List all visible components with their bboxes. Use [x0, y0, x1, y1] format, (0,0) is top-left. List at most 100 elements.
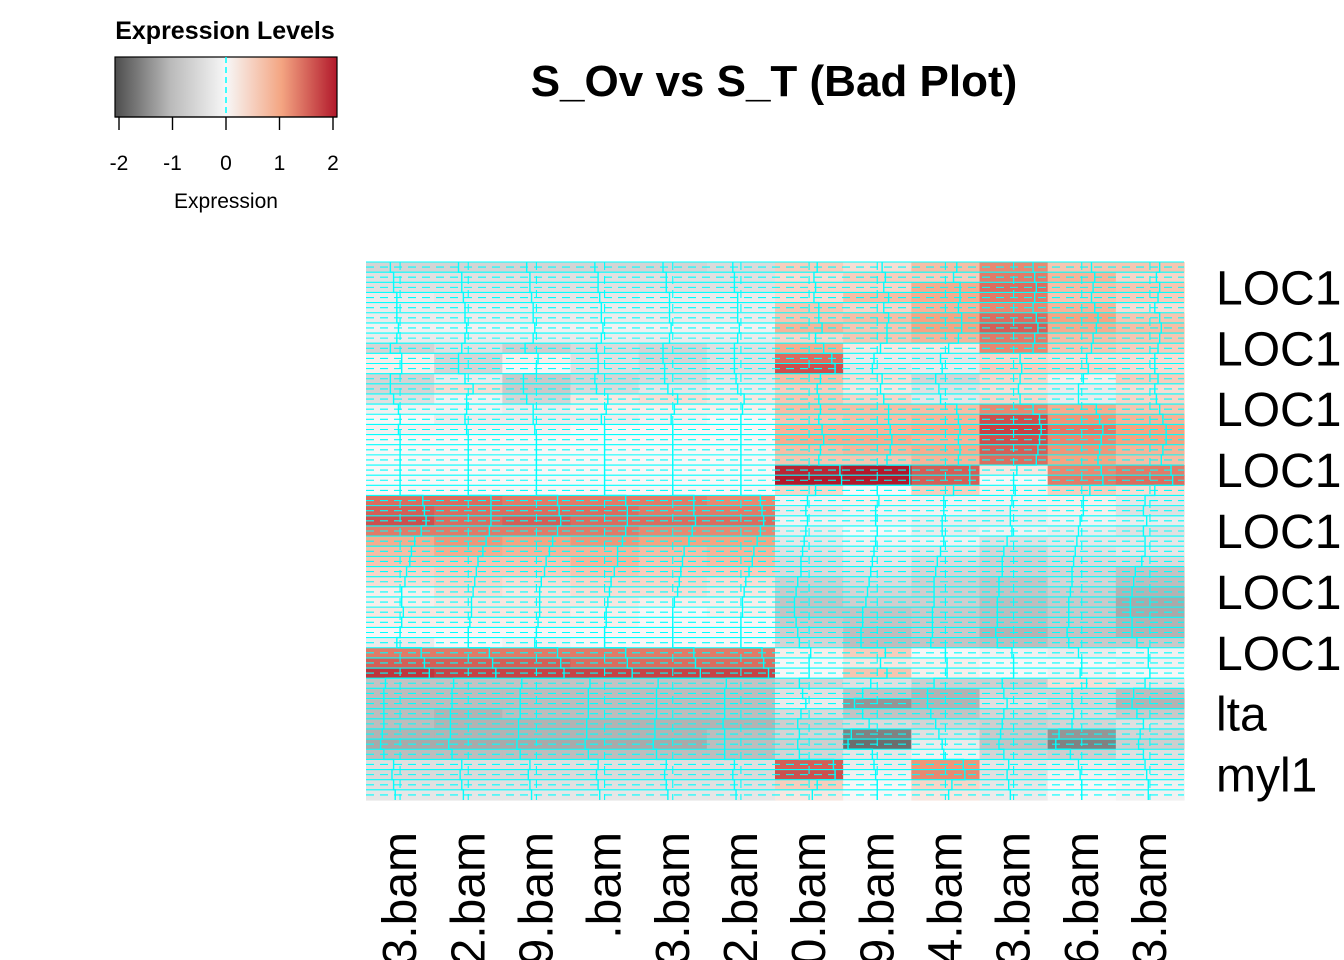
heatmap-cell [706, 728, 776, 740]
heatmap-cell [638, 647, 708, 659]
heatmap-cell [706, 759, 776, 771]
heatmap-cell [638, 363, 708, 375]
column-label: 9.bam [510, 832, 563, 960]
heatmap-cell [706, 505, 776, 517]
heatmap-cell [775, 505, 844, 517]
heatmap-cell [638, 505, 708, 517]
heatmap-cell [775, 424, 844, 436]
column-trace [584, 262, 633, 800]
heatmap-cell [638, 282, 708, 294]
column-trace [995, 262, 1042, 800]
row-label: LOC1 [1216, 384, 1341, 437]
column-label-text: 4.bam [919, 832, 972, 960]
column-label-text: 6.bam [1056, 832, 1109, 960]
heatmap-cell [638, 657, 708, 669]
heatmap-cell [775, 363, 844, 375]
column-trace [847, 262, 911, 800]
legend-title: Expression Levels [115, 17, 335, 45]
column-label: .bam [579, 832, 632, 939]
legend-tick-label: -1 [163, 152, 182, 175]
heatmap-cell [775, 769, 844, 781]
heatmap-cell [706, 536, 776, 547]
heatmap-cell [775, 617, 844, 629]
heatmap-cell [706, 576, 776, 588]
heatmap-cell [706, 586, 776, 598]
heatmap-cell [775, 475, 844, 486]
heatmap-cell [775, 759, 844, 771]
row-label: LOC1 [1216, 323, 1341, 376]
row-label: myl1 [1216, 750, 1317, 803]
chart-title: S_Ov vs S_T (Bad Plot) [531, 57, 1018, 106]
column-label: 3.bam [374, 832, 427, 960]
column-label: 9.bam [851, 832, 904, 960]
row-label: LOC1 [1216, 567, 1341, 620]
row-label: LOC1 [1216, 445, 1341, 498]
legend-axis-label: Expression [174, 190, 278, 213]
column-trace [793, 262, 843, 800]
column-label-text: 0.bam [783, 832, 836, 960]
heatmap-cell [706, 393, 776, 405]
column-label-text: .bam [579, 832, 632, 939]
column-trace [448, 262, 497, 800]
heatmap-cell [706, 322, 776, 334]
heatmap-cell [706, 546, 776, 557]
legend-ticks: -2 -1 0 1 2 [110, 117, 339, 175]
column-trace [1129, 262, 1174, 800]
heatmap-cell [638, 769, 708, 781]
heatmap-cell [706, 353, 776, 365]
column-label-text: 3.bam [988, 832, 1041, 960]
heatmap-cell [638, 353, 708, 365]
heatmap-cell [775, 647, 844, 659]
column-label-text: 9.bam [851, 832, 904, 960]
column-trace [722, 262, 770, 800]
column-labels: 3.bam 2.bam 9.bam .bam 3.bam 2.bam 0.bam 9.bam 4… [374, 832, 1177, 960]
heatmap-cell [775, 546, 844, 557]
heatmap-cell [775, 536, 844, 547]
heatmap-cell [775, 434, 844, 446]
column-label: 6.bam [1056, 832, 1109, 960]
heatmap-cell [638, 536, 708, 547]
legend-tick-label: 1 [274, 152, 286, 175]
column-label-text: 9.bam [510, 832, 563, 960]
heatmap-cell [775, 586, 844, 598]
heatmap-cell [638, 586, 708, 598]
column-label: 2.bam [442, 832, 495, 960]
column-label: 3.bam [1124, 832, 1177, 960]
heatmap-cell [775, 688, 844, 700]
heatmap-cell [638, 688, 708, 700]
heatmap-cell [775, 282, 844, 294]
row-labels: LOC1 LOC1 LOC1 LOC1 LOC1 LOC1 LOC1 lta myl1 [1216, 262, 1341, 802]
heatmap-cell [638, 546, 708, 557]
column-label: 3.bam [988, 832, 1041, 960]
heatmap-cell [706, 282, 776, 294]
column-label: 2.bam [715, 832, 768, 960]
heatmap-cell [775, 322, 844, 334]
legend-tick-label: -2 [110, 152, 129, 175]
heatmap-cell [638, 393, 708, 405]
heatmap-cell [638, 728, 708, 740]
column-trace [926, 262, 971, 800]
column-label-text: 2.bam [442, 832, 495, 960]
heatmap-cell [706, 769, 776, 781]
row-label: LOC1 [1216, 506, 1341, 559]
column-label-text: 3.bam [1124, 832, 1177, 960]
column-trace [1055, 262, 1104, 800]
column-label-text: 3.bam [647, 832, 700, 960]
heatmap-traces [366, 261, 1184, 800]
heatmap-cell [706, 363, 776, 375]
column-label: 3.bam [647, 832, 700, 960]
heatmap-cell [706, 647, 776, 659]
heatmap-cell [638, 759, 708, 771]
heatmap-cell [775, 576, 844, 588]
heatmap-cell [706, 657, 776, 669]
row-label: LOC1 [1216, 262, 1341, 315]
heatmap-cell [638, 322, 708, 334]
column-label-text: 2.bam [715, 832, 768, 960]
row-label: LOC1 [1216, 628, 1341, 681]
column-trace [652, 262, 702, 800]
column-label-text: 3.bam [374, 832, 427, 960]
row-label: lta [1216, 689, 1267, 742]
legend-tick-label: 2 [327, 152, 339, 175]
